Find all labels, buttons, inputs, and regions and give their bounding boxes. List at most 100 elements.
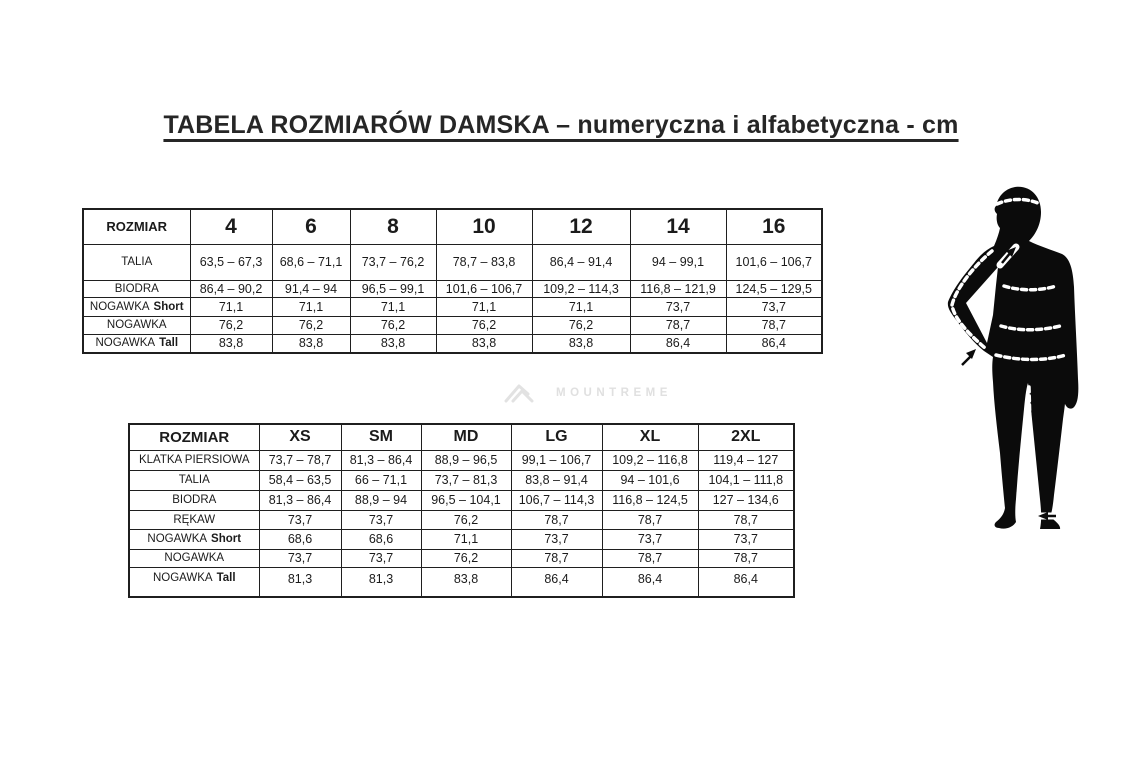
size-value-cell: 101,6 – 106,7 bbox=[435, 279, 533, 298]
watermark-brand-text: MOUNTREME bbox=[556, 386, 672, 399]
size-value-cell: 86,4 bbox=[629, 333, 727, 354]
row-label-text: BIODRA bbox=[172, 494, 217, 506]
row-label-bold-suffix: Short bbox=[211, 533, 242, 545]
size-value-cell: 104,1 – 111,8 bbox=[697, 469, 795, 491]
size-column-header: 12 bbox=[531, 208, 631, 245]
size-value-cell: 58,4 – 63,5 bbox=[258, 469, 342, 491]
table-row: NOGAWKA Short 68,6 68,6 71,1 73,7 73,7 73,7 bbox=[128, 528, 795, 550]
size-value-cell: 71,1 bbox=[271, 296, 351, 317]
row-label-text: NOGAWKA bbox=[152, 571, 213, 584]
row-label: NOGAWKA Tall bbox=[82, 333, 191, 354]
size-value-cell: 71,1 bbox=[189, 296, 273, 317]
size-value-cell: 73,7 – 78,7 bbox=[258, 449, 342, 471]
size-value-cell: 73,7 bbox=[629, 296, 727, 317]
size-value-cell: 127 – 134,6 bbox=[697, 489, 795, 511]
row-label: KLATKA PIERSIOWA bbox=[128, 449, 260, 471]
size-value-cell: 78,7 – 83,8 bbox=[435, 243, 533, 281]
size-value-cell: 78,7 bbox=[697, 509, 795, 530]
row-label: NOGAWKA bbox=[128, 548, 260, 568]
size-value-cell: 78,7 bbox=[510, 548, 603, 568]
measure-line-chest bbox=[1002, 284, 1058, 292]
size-value-cell: 86,4 – 90,2 bbox=[189, 279, 273, 298]
size-value-cell: 116,8 – 121,9 bbox=[629, 279, 727, 298]
measure-line-head bbox=[995, 197, 1042, 206]
size-value-cell: 83,8 bbox=[435, 333, 533, 354]
arrow-ankle bbox=[1034, 512, 1062, 520]
size-value-cell: 86,4 bbox=[725, 333, 823, 354]
size-column-header: XS bbox=[258, 423, 342, 451]
table-row: NOGAWKA Short 71,1 71,1 71,1 71,1 71,1 73,7 73,7 bbox=[82, 296, 823, 317]
measure-line-arm bbox=[950, 249, 994, 350]
size-value-cell: 68,6 bbox=[258, 528, 342, 550]
size-column-header: XL bbox=[601, 423, 699, 451]
size-value-cell: 86,4 bbox=[510, 566, 603, 598]
size-value-cell: 63,5 – 67,3 bbox=[189, 243, 273, 281]
size-value-cell: 83,8 bbox=[189, 333, 273, 354]
size-value-cell: 99,1 – 106,7 bbox=[510, 449, 603, 471]
arrow-shoulder bbox=[996, 243, 1020, 269]
table-row: NOGAWKA 73,7 73,7 76,2 78,7 78,7 78,7 bbox=[128, 548, 795, 568]
row-label-bold-suffix: Short bbox=[153, 300, 184, 313]
size-value-cell: 76,2 bbox=[349, 315, 437, 335]
size-value-cell: 81,3 – 86,4 bbox=[258, 489, 342, 511]
size-value-cell: 88,9 – 96,5 bbox=[420, 449, 512, 471]
size-value-cell: 78,7 bbox=[629, 315, 727, 335]
watermark: MOUNTREME bbox=[503, 380, 672, 405]
row-label-text: NOGAWKA bbox=[89, 300, 150, 313]
table-row: TALIA 63,5 – 67,3 68,6 – 71,1 73,7 – 76,2 78… bbox=[82, 243, 823, 281]
size-value-cell: 76,2 bbox=[420, 548, 512, 568]
measure-line-waist bbox=[999, 324, 1062, 332]
row-label: NOGAWKA Tall bbox=[128, 566, 260, 598]
size-column-header: 10 bbox=[435, 208, 533, 245]
row-label-text: BIODRA bbox=[114, 282, 159, 295]
size-value-cell: 86,4 bbox=[601, 566, 699, 598]
size-value-cell: 81,3 bbox=[340, 566, 422, 598]
size-value-cell: 71,1 bbox=[420, 528, 512, 550]
measure-line-hips bbox=[994, 353, 1068, 362]
size-value-cell: 78,7 bbox=[725, 315, 823, 335]
size-value-cell: 83,8 bbox=[349, 333, 437, 354]
size-value-cell: 73,7 bbox=[340, 548, 422, 568]
size-column-header: MD bbox=[420, 423, 512, 451]
size-value-cell: 83,8 bbox=[531, 333, 631, 354]
row-label: RĘKAW bbox=[128, 509, 260, 530]
table-row: BIODRA 81,3 – 86,4 88,9 – 94 96,5 – 104,1 10… bbox=[128, 489, 795, 511]
row-label-text: TALIA bbox=[121, 256, 153, 268]
arrow-hip bbox=[956, 345, 980, 371]
size-value-cell: 76,2 bbox=[435, 315, 533, 335]
size-value-cell: 73,7 – 81,3 bbox=[420, 469, 512, 491]
table-row: RĘKAW 73,7 73,7 76,2 78,7 78,7 78,7 bbox=[128, 509, 795, 530]
size-value-cell: 91,4 – 94 bbox=[271, 279, 351, 298]
size-value-cell: 96,5 – 99,1 bbox=[349, 279, 437, 298]
table-row: NOGAWKA Tall 81,3 81,3 83,8 86,4 86,4 86,4 bbox=[128, 566, 795, 598]
size-value-cell: 78,7 bbox=[697, 548, 795, 568]
size-value-cell: 83,8 bbox=[271, 333, 351, 354]
size-value-cell: 73,7 bbox=[725, 296, 823, 317]
row-label: BIODRA bbox=[82, 279, 191, 298]
size-value-cell: 83,8 bbox=[420, 566, 512, 598]
table-row: BIODRA 86,4 – 90,2 91,4 – 94 96,5 – 99,1 101… bbox=[82, 279, 823, 298]
row-label: TALIA bbox=[82, 243, 191, 281]
size-value-cell: 109,2 – 116,8 bbox=[601, 449, 699, 471]
size-value-cell: 66 – 71,1 bbox=[340, 469, 422, 491]
measure-line-inseam bbox=[1027, 385, 1034, 515]
size-column-header: 4 bbox=[189, 208, 273, 245]
size-value-cell: 76,2 bbox=[271, 315, 351, 335]
size-value-cell: 78,7 bbox=[601, 509, 699, 530]
size-value-cell: 73,7 bbox=[510, 528, 603, 550]
table-row: KLATKA PIERSIOWA 73,7 – 78,7 81,3 – 86,4 88… bbox=[128, 449, 795, 471]
woman-silhouette bbox=[947, 186, 1079, 530]
size-column-header: 14 bbox=[629, 208, 727, 245]
size-value-cell: 86,4 bbox=[697, 566, 795, 598]
size-value-cell: 109,2 – 114,3 bbox=[531, 279, 631, 298]
size-value-cell: 73,7 bbox=[258, 548, 342, 568]
size-column-header: 6 bbox=[271, 208, 351, 245]
size-value-cell: 78,7 bbox=[601, 548, 699, 568]
size-value-cell: 76,2 bbox=[531, 315, 631, 335]
size-column-header: 2XL bbox=[697, 423, 795, 451]
size-value-cell: 81,3 – 86,4 bbox=[340, 449, 422, 471]
row-label-text: NOGAWKA bbox=[106, 319, 167, 331]
numeric-size-table: ROZMIAR 4 6 8 10 12 14 16 TALIA 63,5 – 67,3 68,6 –… bbox=[82, 208, 823, 354]
size-value-cell: 119,4 – 127 bbox=[697, 449, 795, 471]
